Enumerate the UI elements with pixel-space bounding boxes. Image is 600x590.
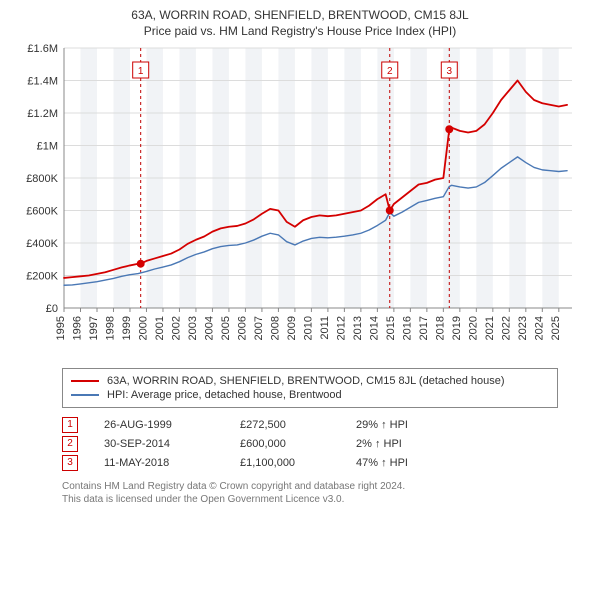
sale-price: £272,500 [240,419,330,431]
sales-row: 3 11-MAY-2018 £1,100,000 47% ↑ HPI [62,455,558,471]
svg-text:£400K: £400K [26,238,58,250]
svg-text:2017: 2017 [418,316,430,340]
svg-text:2: 2 [387,66,393,77]
sales-table: 1 26-AUG-1999 £272,500 29% ↑ HPI 2 30-SEP-201… [62,414,558,474]
svg-text:2002: 2002 [170,316,182,340]
legend-swatch [71,380,99,382]
svg-text:2019: 2019 [451,316,463,340]
svg-text:1: 1 [138,66,144,77]
sales-row: 2 30-SEP-2014 £600,000 2% ↑ HPI [62,436,558,452]
chart-area: £0 £200K £400K £600K £800K £1M £1.2M £1.4M £1.6M… [12,42,588,362]
svg-text:£600K: £600K [26,206,58,218]
sale-marker-number: 2 [62,436,78,452]
sale-marker-number: 1 [62,417,78,433]
svg-text:2006: 2006 [236,316,248,340]
svg-text:1995: 1995 [55,316,67,340]
footer-line1: Contains HM Land Registry data © Crown c… [62,480,558,493]
sale-delta: 29% ↑ HPI [356,419,456,431]
svg-text:2013: 2013 [352,316,364,340]
svg-text:£800K: £800K [26,173,58,185]
svg-text:2000: 2000 [137,316,149,340]
legend-row: HPI: Average price, detached house, Bren… [71,389,549,401]
sale-price: £1,100,000 [240,457,330,469]
title-subtitle: Price paid vs. HM Land Registry's House … [12,24,588,38]
svg-text:1996: 1996 [71,316,83,340]
sale-delta: 47% ↑ HPI [356,457,456,469]
sale-date: 30-SEP-2014 [104,438,214,450]
svg-text:2012: 2012 [335,316,347,340]
svg-text:2010: 2010 [302,316,314,340]
sale-date: 26-AUG-1999 [104,419,214,431]
svg-text:2005: 2005 [220,316,232,340]
sales-row: 1 26-AUG-1999 £272,500 29% ↑ HPI [62,417,558,433]
svg-text:2011: 2011 [319,316,331,340]
price-chart: £0 £200K £400K £600K £800K £1M £1.2M £1.4M £1.6M… [12,42,588,362]
svg-text:£1.6M: £1.6M [27,43,58,55]
sale-price: £600,000 [240,438,330,450]
legend-swatch [71,394,99,396]
svg-text:2024: 2024 [533,316,545,340]
svg-text:2014: 2014 [368,316,380,340]
svg-text:£200K: £200K [26,271,58,283]
title-address: 63A, WORRIN ROAD, SHENFIELD, BRENTWOOD, … [12,8,588,22]
svg-text:2004: 2004 [203,316,215,340]
svg-text:2001: 2001 [154,316,166,340]
svg-text:£1.4M: £1.4M [27,76,58,88]
svg-text:1998: 1998 [104,316,116,340]
svg-text:2023: 2023 [517,316,529,340]
legend-label: HPI: Average price, detached house, Bren… [107,389,342,401]
footer-attribution: Contains HM Land Registry data © Crown c… [62,480,558,506]
svg-text:2018: 2018 [434,316,446,340]
svg-text:2003: 2003 [187,316,199,340]
svg-text:1999: 1999 [121,316,133,340]
svg-text:3: 3 [447,66,453,77]
svg-text:2020: 2020 [467,316,479,340]
legend-label: 63A, WORRIN ROAD, SHENFIELD, BRENTWOOD, … [107,375,505,387]
legend: 63A, WORRIN ROAD, SHENFIELD, BRENTWOOD, … [62,368,558,408]
svg-text:2016: 2016 [401,316,413,340]
svg-text:£0: £0 [46,303,58,315]
svg-text:2009: 2009 [286,316,298,340]
svg-text:2007: 2007 [253,316,265,340]
sale-date: 11-MAY-2018 [104,457,214,469]
sale-marker-number: 3 [62,455,78,471]
svg-text:£1M: £1M [37,141,58,153]
svg-text:2022: 2022 [500,316,512,340]
legend-row: 63A, WORRIN ROAD, SHENFIELD, BRENTWOOD, … [71,375,549,387]
sale-delta: 2% ↑ HPI [356,438,456,450]
svg-text:2025: 2025 [550,316,562,340]
svg-text:2021: 2021 [484,316,496,340]
footer-line2: This data is licensed under the Open Gov… [62,493,558,506]
svg-text:1997: 1997 [88,316,100,340]
svg-text:2015: 2015 [385,316,397,340]
svg-text:£1.2M: £1.2M [27,108,58,120]
svg-text:2008: 2008 [269,316,281,340]
